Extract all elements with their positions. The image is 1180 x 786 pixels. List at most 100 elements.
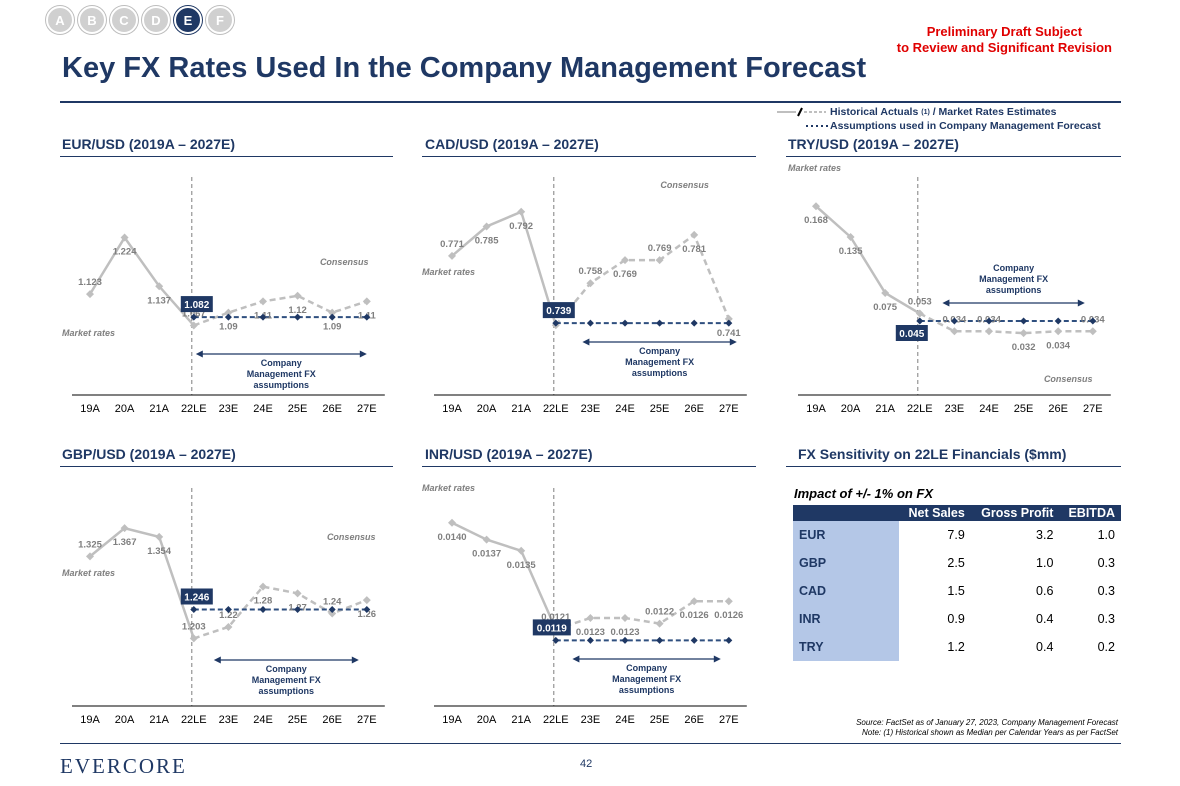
company-assumptions-annotation: Management FX bbox=[979, 274, 1048, 284]
assumption-value-box bbox=[542, 302, 575, 319]
data-label: 1.24 bbox=[323, 597, 342, 608]
sensitivity-header-row: Net Sales Gross Profit EBITDA bbox=[793, 505, 1121, 521]
x-tick-label: 27E bbox=[1083, 403, 1103, 415]
data-point-marker bbox=[915, 309, 924, 318]
x-tick-label: 20A bbox=[477, 714, 497, 726]
assumption-point-marker bbox=[690, 319, 698, 327]
assumption-point-marker bbox=[1054, 317, 1062, 325]
data-point-marker bbox=[950, 327, 959, 336]
assumption-point-marker bbox=[725, 319, 733, 327]
row-label: TRY bbox=[793, 633, 899, 661]
cell-ebitda: 0.3 bbox=[1097, 584, 1115, 598]
x-tick-label: 26E bbox=[322, 403, 342, 415]
section-nav: A B C D E F bbox=[46, 6, 238, 34]
company-assumptions-annotation: assumptions bbox=[632, 368, 688, 378]
x-tick-label: 25E bbox=[1014, 403, 1034, 415]
inr-usd-chart: 19A 20A 21A 22LE 23E 24E 25E 26E 27E 0.0140 0.0137… bbox=[422, 483, 747, 726]
table-row: INR 0.9 0.4 0.3 bbox=[793, 605, 1121, 633]
cell-gross-profit: 1.0 bbox=[1036, 556, 1054, 570]
cell-net-sales: 1.2 bbox=[947, 640, 965, 654]
data-point-marker bbox=[655, 256, 664, 265]
sensitivity-title-rule bbox=[786, 466, 1121, 467]
try-usd-chart: 19A 20A 21A 22LE 23E 24E 25E 26E 27E 0.168 0.135 0.… bbox=[788, 163, 1111, 415]
x-tick-label: 27E bbox=[357, 403, 377, 415]
x-tick-label: 23E bbox=[219, 714, 239, 726]
table-row: EUR 7.9 3.2 1.0 bbox=[793, 521, 1121, 549]
nav-a[interactable]: A bbox=[46, 6, 74, 34]
try-title-rule bbox=[786, 156, 1121, 157]
consensus-annotation: Consensus bbox=[320, 257, 369, 267]
nav-c[interactable]: C bbox=[110, 6, 138, 34]
x-tick-label: 23E bbox=[581, 714, 601, 726]
data-label: 0.034 bbox=[1046, 340, 1070, 351]
data-label: 1.203 bbox=[182, 621, 206, 632]
x-tick-label: 24E bbox=[979, 403, 999, 415]
consensus-annotation: Consensus bbox=[327, 532, 376, 542]
assumption-point-marker bbox=[259, 313, 267, 321]
assumption-value-label: 1.082 bbox=[184, 300, 209, 311]
assumption-point-marker bbox=[294, 605, 302, 613]
row-label: CAD bbox=[793, 577, 899, 605]
x-tick-label: 21A bbox=[875, 403, 895, 415]
data-label: 0.0140 bbox=[437, 532, 466, 543]
nav-d[interactable]: D bbox=[142, 6, 170, 34]
data-point-marker bbox=[1019, 329, 1028, 338]
data-point-marker bbox=[985, 327, 993, 336]
gbp-chart-title: GBP/USD (2019A – 2027E) bbox=[62, 446, 236, 462]
market-rates-annotation: Market rates bbox=[62, 328, 115, 338]
x-tick-label: 22LE bbox=[181, 403, 207, 415]
x-tick-label: 20A bbox=[841, 403, 861, 415]
data-label: 1.26 bbox=[358, 609, 377, 620]
legend-actuals-swatch bbox=[777, 107, 826, 117]
nav-e[interactable]: E bbox=[174, 6, 202, 34]
historical-series-line bbox=[451, 521, 557, 630]
row-label: INR bbox=[793, 605, 899, 633]
x-tick-label: 21A bbox=[511, 403, 531, 415]
company-assumptions-annotation: Company bbox=[993, 263, 1034, 273]
x-tick-label: 19A bbox=[80, 403, 100, 415]
legend-actuals: Historical Actuals (1) / Market Rates Es… bbox=[776, 105, 1101, 119]
historical-series-line bbox=[451, 210, 557, 326]
try-chart-title: TRY/USD (2019A – 2027E) bbox=[788, 136, 959, 152]
assumptions-arrow-right bbox=[729, 338, 737, 346]
company-assumptions-annotation: Company bbox=[261, 358, 302, 368]
data-point-marker bbox=[812, 202, 820, 211]
x-tick-label: 26E bbox=[322, 714, 342, 726]
data-label: 0.0126 bbox=[714, 610, 743, 621]
data-point-marker bbox=[189, 321, 198, 330]
source-note: Source: FactSet as of January 27, 2023, … bbox=[856, 718, 1118, 738]
table-row: GBP 2.5 1.0 0.3 bbox=[793, 549, 1121, 577]
market-rates-annotation: Market rates bbox=[422, 267, 475, 277]
cell-net-sales: 1.5 bbox=[947, 584, 965, 598]
cell-net-sales: 7.9 bbox=[947, 528, 965, 542]
data-label: 0.135 bbox=[839, 246, 863, 257]
sensitivity-table: Net Sales Gross Profit EBITDA EUR 7.9 3.… bbox=[793, 505, 1121, 661]
company-assumptions-annotation: assumptions bbox=[254, 380, 310, 390]
data-point-marker bbox=[224, 622, 233, 631]
data-point-marker bbox=[621, 614, 629, 622]
x-tick-label: 19A bbox=[442, 403, 462, 415]
row-label: EUR bbox=[793, 521, 899, 549]
data-label: 0.758 bbox=[579, 266, 603, 277]
x-tick-label: 23E bbox=[581, 403, 601, 415]
assumption-point-marker bbox=[586, 636, 594, 644]
x-tick-label: 24E bbox=[253, 714, 273, 726]
x-tick-label: 20A bbox=[477, 403, 497, 415]
data-label: 0.075 bbox=[873, 302, 897, 313]
historical-series-line bbox=[89, 526, 195, 639]
historical-series-line bbox=[88, 235, 195, 327]
company-assumptions-annotation: Company bbox=[626, 663, 667, 673]
x-tick-label: 22LE bbox=[543, 403, 569, 415]
market-estimates-series-line bbox=[193, 585, 368, 640]
nav-f[interactable]: F bbox=[206, 6, 234, 34]
x-tick-label: 20A bbox=[115, 403, 135, 415]
inr-chart-title: INR/USD (2019A – 2027E) bbox=[425, 446, 593, 462]
sensitivity-subtitle: Impact of +/- 1% on FX bbox=[794, 486, 934, 501]
nav-b[interactable]: B bbox=[78, 6, 106, 34]
assumptions-arrow-left bbox=[213, 656, 221, 664]
x-tick-label: 22LE bbox=[907, 403, 933, 415]
assumption-value-box bbox=[180, 588, 213, 605]
assumption-point-marker bbox=[190, 313, 198, 321]
cell-ebitda: 0.2 bbox=[1097, 640, 1115, 654]
data-point-marker bbox=[482, 535, 491, 544]
